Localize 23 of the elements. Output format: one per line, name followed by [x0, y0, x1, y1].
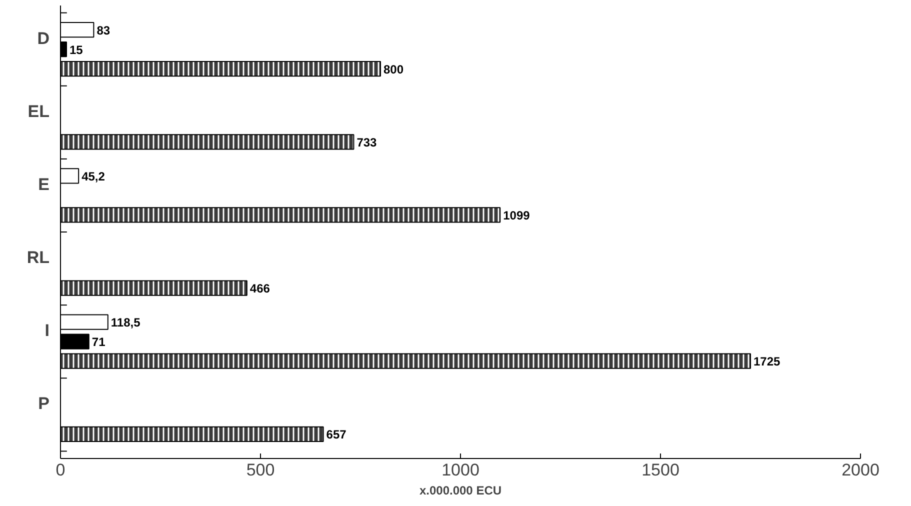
y-tick-label: I — [44, 321, 50, 340]
data-label: 733 — [356, 135, 378, 150]
x-tick-label: 1000 — [442, 460, 480, 480]
x-axis-title: x.000.000 ECU — [419, 484, 502, 498]
y-tick-label: P — [38, 394, 50, 414]
data-label: 15 — [70, 42, 84, 57]
data-label: 71 — [92, 335, 106, 350]
x-tick-label: 2000 — [842, 460, 880, 480]
x-tick-label: 1500 — [642, 460, 680, 480]
data-label: 1099 — [503, 208, 530, 222]
data-label: 466 — [250, 282, 270, 296]
data-label: 83 — [96, 23, 110, 38]
data-label: 45,2 — [82, 169, 106, 184]
y-tick-label: EL — [28, 102, 50, 121]
y-tick-label: E — [38, 175, 50, 194]
data-label: 118,5 — [110, 316, 141, 330]
y-tick-label: RL — [26, 248, 50, 268]
x-tick-label: 500 — [246, 460, 275, 480]
data-label: 1725 — [754, 354, 781, 369]
y-tick-label: D — [37, 28, 50, 48]
x-tick-label: 0 — [56, 460, 66, 480]
data-label: 657 — [326, 428, 347, 442]
data-label: 800 — [384, 62, 404, 76]
